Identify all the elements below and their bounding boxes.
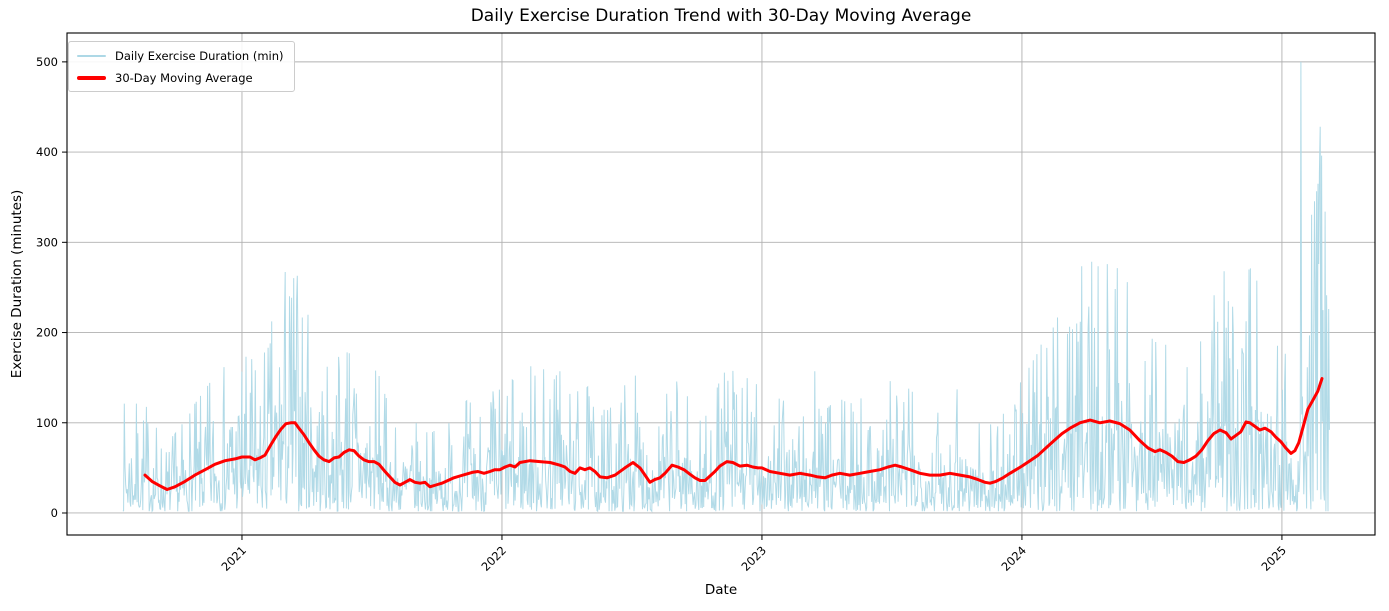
x-axis-label: Date: [704, 582, 738, 598]
y-tick-label: 300: [36, 235, 58, 249]
daily-series-line: [122, 61, 1330, 513]
legend-label-moving-average: 30-Day Moving Average: [115, 70, 253, 85]
moving-average-line: [143, 377, 1324, 491]
daily-series-line-sample: [77, 54, 106, 57]
legend-label-daily: Daily Exercise Duration (min): [115, 48, 284, 63]
y-tick-label: 0: [51, 506, 58, 520]
legend-box: Daily Exercise Duration (min) 30-Day Mov…: [68, 41, 295, 92]
chart-title: Daily Exercise Duration Trend with 30-Da…: [470, 6, 972, 26]
y-tick-label: 400: [36, 145, 58, 159]
legend-entry-daily: Daily Exercise Duration (min): [77, 47, 284, 64]
axis-ticks: [62, 61, 1283, 540]
x-tick-label: 2021: [218, 543, 249, 574]
plot-border: [66, 32, 1376, 536]
y-tick-label: 100: [36, 416, 58, 430]
x-tick-label: 2025: [1258, 543, 1289, 574]
x-tick-label: 2024: [998, 543, 1029, 574]
x-tick-label: 2023: [738, 543, 769, 574]
x-tick-label: 2022: [478, 543, 509, 574]
y-tick-label: 200: [36, 326, 58, 340]
y-axis-label: Exercise Duration (minutes): [9, 189, 25, 379]
moving-average-line-sample: [77, 75, 106, 80]
legend-entry-moving-average: 30-Day Moving Average: [77, 69, 284, 86]
y-tick-label: 500: [36, 55, 58, 69]
